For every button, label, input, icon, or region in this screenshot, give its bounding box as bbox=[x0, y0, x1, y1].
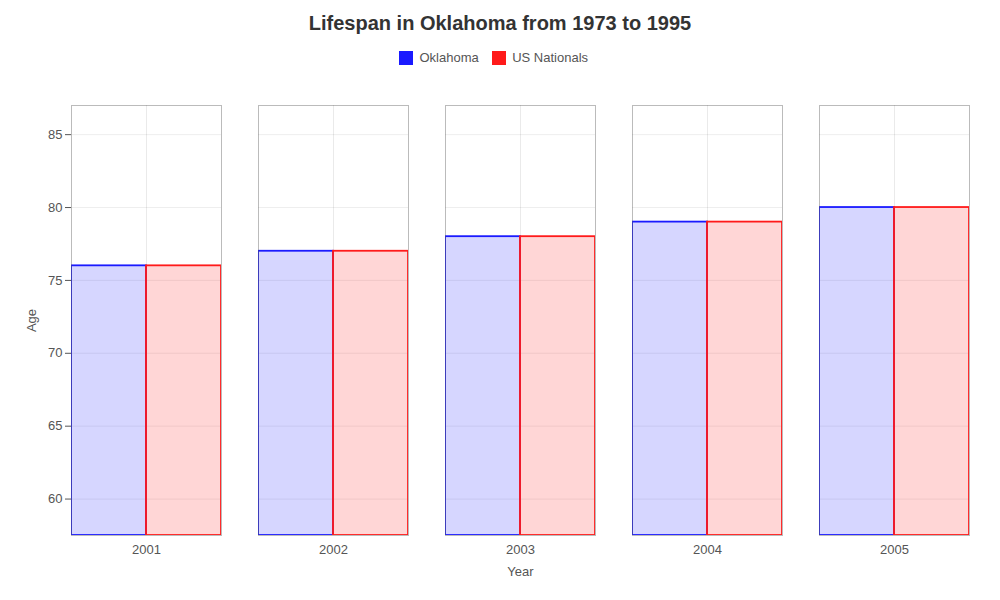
html-text:Lifespan in Oklahoma from 1973: Lifespan in Oklahoma from 1973 to 1995 bbox=[308, 12, 692, 34]
svg-text:2002: 2002 bbox=[319, 541, 348, 556]
svg-text:Age: Age bbox=[24, 308, 39, 331]
svg-text:75: 75 bbox=[48, 272, 62, 287]
svg-text:70: 70 bbox=[48, 345, 62, 360]
svg-text:2003: 2003 bbox=[506, 541, 535, 556]
svg-text:60: 60 bbox=[48, 491, 62, 506]
svg-text:2005: 2005 bbox=[880, 541, 909, 556]
svg-text:Year: Year bbox=[507, 563, 534, 578]
html-text:US Nationals: US Nationals bbox=[512, 50, 589, 65]
svg-text:2004: 2004 bbox=[693, 541, 722, 556]
svg-text:80: 80 bbox=[48, 199, 62, 214]
svg-text:85: 85 bbox=[48, 126, 62, 141]
html-text:Oklahoma: Oklahoma bbox=[419, 50, 479, 65]
svg-text:65: 65 bbox=[48, 418, 62, 433]
svg-text:2001: 2001 bbox=[132, 541, 161, 556]
